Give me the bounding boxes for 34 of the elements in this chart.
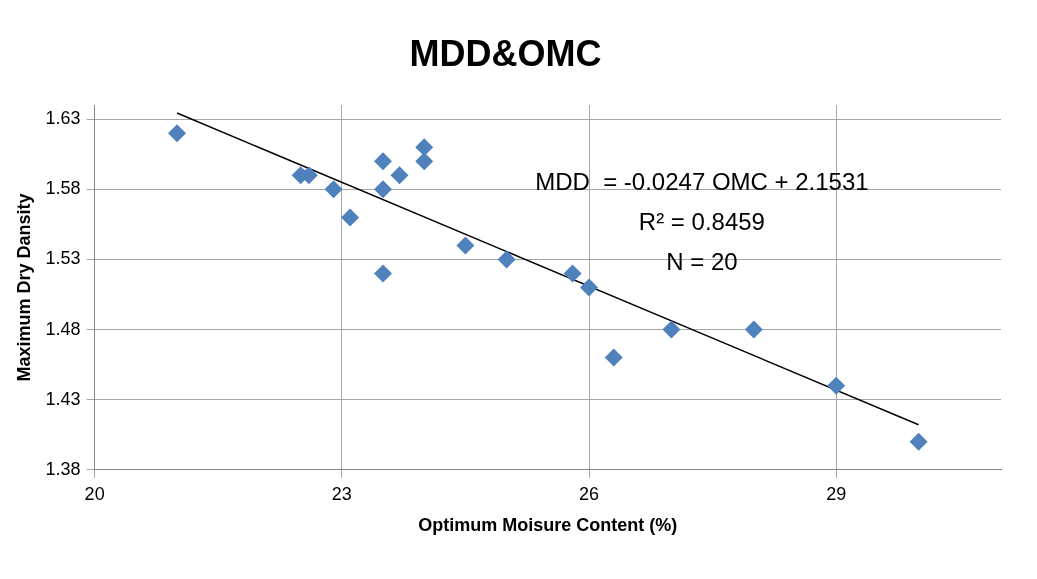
point — [374, 152, 393, 171]
point — [827, 376, 846, 395]
x-tick-label: 23 — [331, 483, 352, 504]
point — [341, 208, 360, 227]
x-tick-label: 29 — [826, 483, 847, 504]
point — [497, 250, 516, 269]
y-tick-label: 1.38 — [45, 458, 81, 479]
y-tick-label: 1.48 — [45, 318, 81, 339]
point — [909, 432, 928, 451]
x-tick-label: 20 — [84, 483, 105, 504]
point — [563, 264, 582, 283]
y-tick-label: 1.63 — [45, 108, 81, 129]
point — [415, 138, 434, 157]
x-axis-title: Optimum Moisure Content (%) — [418, 515, 678, 536]
chart-title: MDD&OMC — [409, 32, 602, 74]
point — [374, 264, 393, 283]
point — [662, 320, 681, 339]
point — [374, 180, 393, 199]
y-tick-label: 1.43 — [45, 388, 81, 409]
point — [324, 180, 343, 199]
y-axis-title: Maximum Dry Dansity — [13, 193, 34, 382]
annotation: R² = 0.8459 — [638, 207, 765, 235]
x-tick-label: 26 — [579, 483, 600, 504]
point — [168, 124, 187, 143]
y-tick-label: 1.53 — [45, 248, 81, 269]
point — [744, 320, 763, 339]
y-tick-label: 1.58 — [45, 178, 81, 199]
point — [390, 166, 409, 185]
point — [580, 278, 599, 297]
annotation: N = 20 — [666, 247, 738, 275]
point — [604, 348, 623, 367]
point — [456, 236, 475, 255]
point — [415, 152, 434, 171]
annotation: MDD = -0.0247 OMC + 2.1531 — [535, 167, 869, 195]
